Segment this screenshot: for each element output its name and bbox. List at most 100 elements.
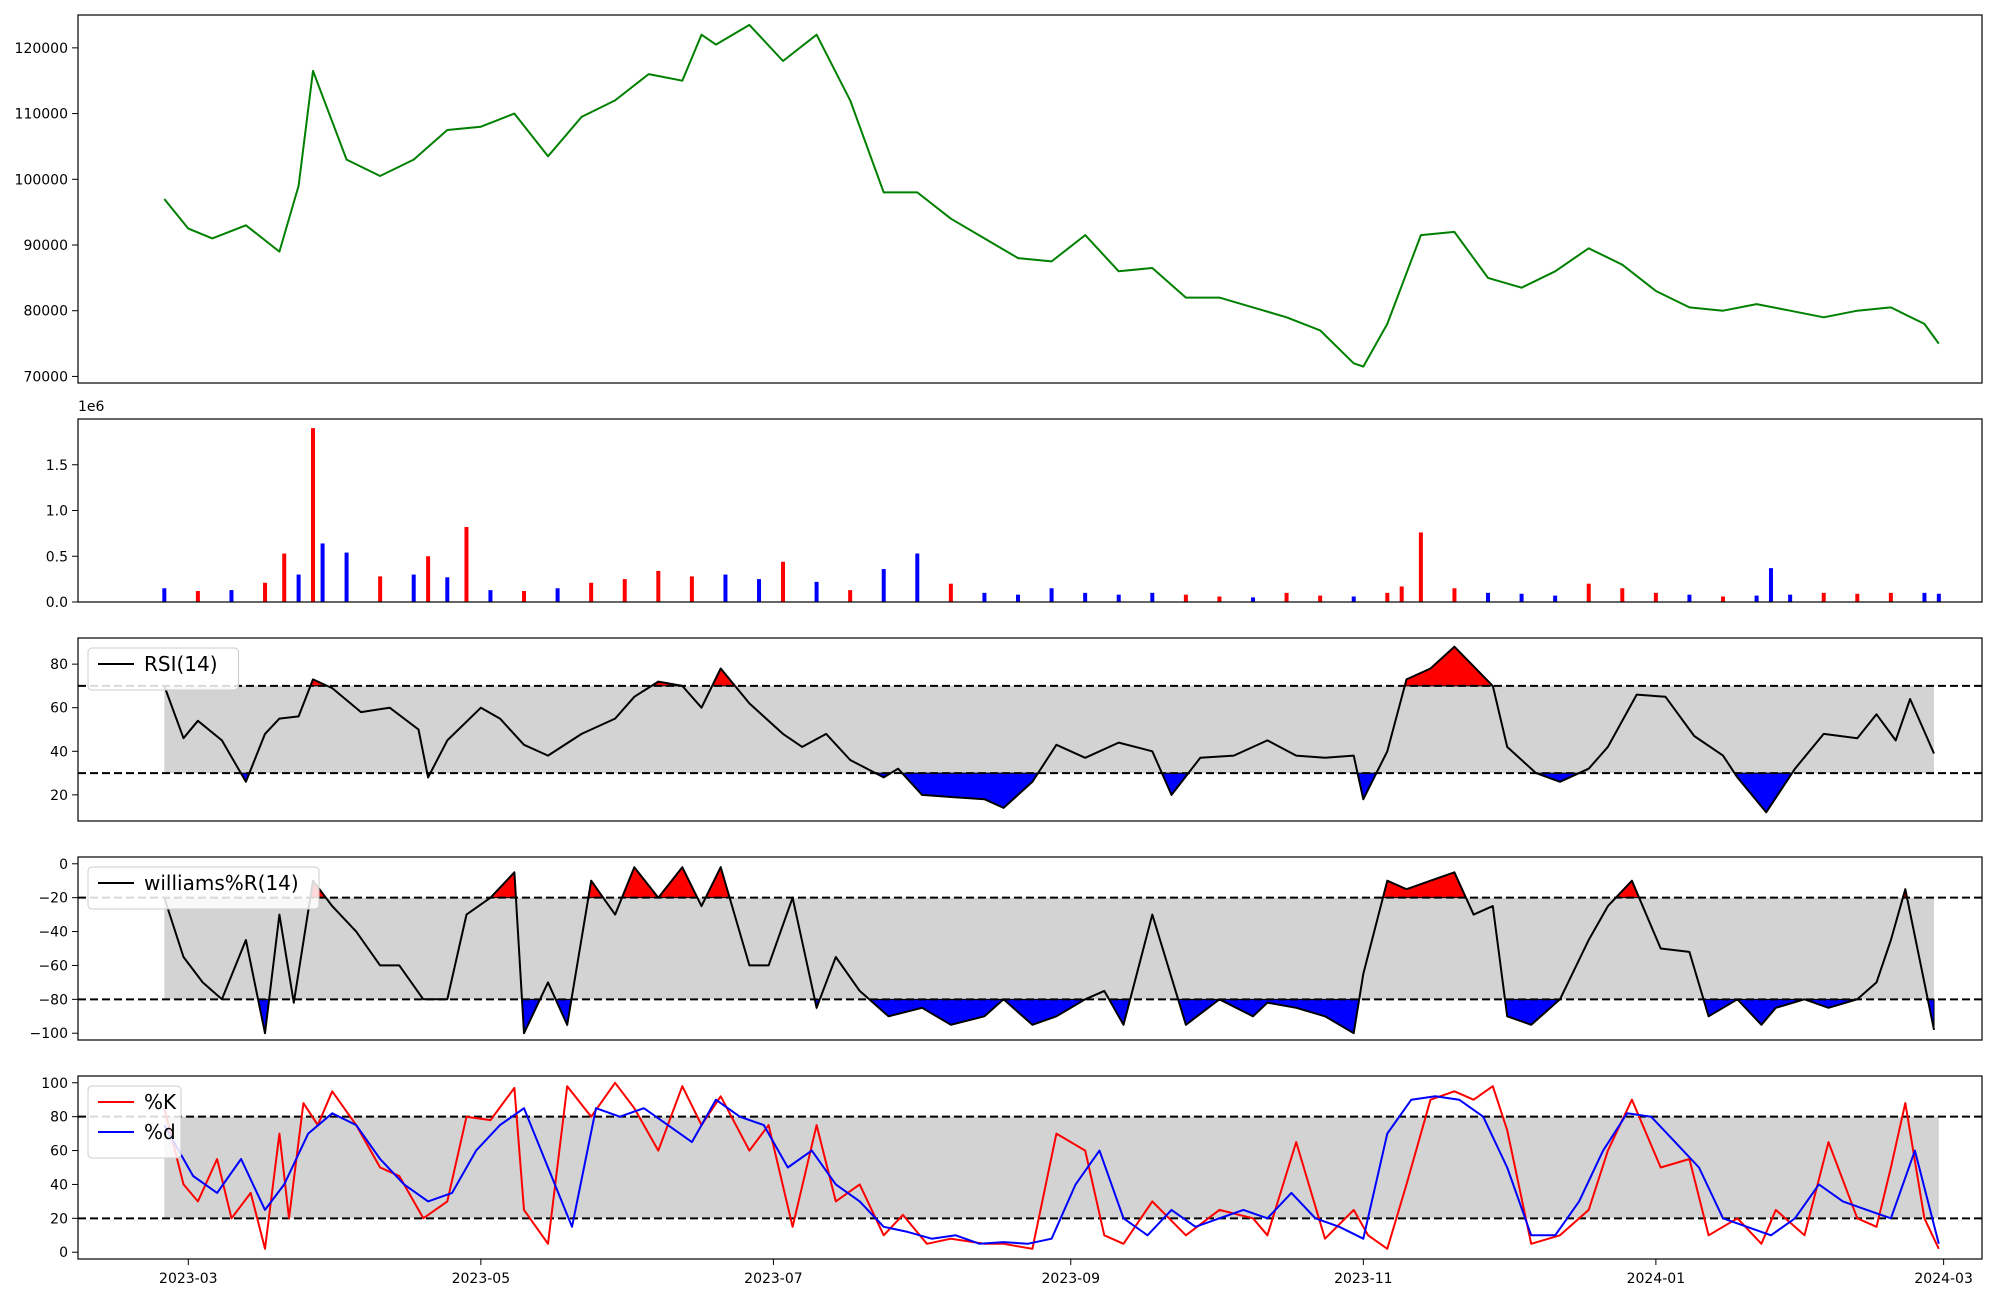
volume-bar bbox=[1855, 593, 1860, 602]
volume-panel: 0.0 0.5 1.0 1.5 1e6 bbox=[46, 399, 1983, 611]
oversold-fill bbox=[1177, 998, 1360, 1035]
series-line-0 bbox=[163, 23, 1940, 368]
volume-bar bbox=[757, 579, 762, 602]
y-tick-label: 0.5 bbox=[46, 549, 68, 565]
series-line-0 bbox=[163, 1081, 1940, 1250]
volume-bar bbox=[948, 583, 953, 602]
x-tick-label: 2023-05 bbox=[452, 1271, 511, 1287]
y-tick-label: 80 bbox=[50, 657, 68, 673]
volume-bar bbox=[464, 526, 469, 602]
volume-bar bbox=[1821, 592, 1826, 602]
y-tick-label: 70000 bbox=[23, 369, 68, 385]
volume-bar bbox=[488, 590, 493, 602]
volume-bar bbox=[1754, 595, 1759, 602]
volume-bar bbox=[1486, 592, 1491, 602]
volume-bar bbox=[1452, 588, 1457, 602]
volume-bar bbox=[1788, 594, 1793, 602]
x-tick-label: 2023-07 bbox=[744, 1271, 803, 1287]
volume-bar bbox=[426, 556, 431, 602]
y-tick-label: 100000 bbox=[15, 172, 68, 188]
volume-bar bbox=[1653, 592, 1658, 602]
volume-bar bbox=[311, 428, 316, 602]
volume-bar bbox=[1016, 594, 1021, 602]
y-tick-label: 60 bbox=[50, 701, 68, 717]
volume-bar bbox=[320, 543, 325, 602]
axes-frame bbox=[77, 418, 1983, 603]
y-tick-label: 80000 bbox=[23, 304, 68, 320]
volume-bar bbox=[1116, 594, 1121, 602]
volume-bar bbox=[195, 591, 200, 602]
legend-label: %d bbox=[144, 1120, 176, 1144]
volume-bar bbox=[1687, 594, 1692, 602]
volume-bar bbox=[1768, 568, 1773, 602]
y-tick-label: −20 bbox=[38, 891, 68, 907]
axes-frame bbox=[77, 1075, 1983, 1260]
x-tick-label: 2024-01 bbox=[1627, 1271, 1686, 1287]
volume-bar bbox=[1620, 588, 1625, 602]
volume-bar bbox=[1888, 592, 1893, 602]
volume-bar bbox=[1251, 597, 1256, 602]
legend-label: %K bbox=[144, 1090, 177, 1114]
volume-bar bbox=[229, 590, 234, 602]
volume-bar bbox=[1150, 592, 1155, 602]
y-tick-label: 0 bbox=[59, 857, 68, 873]
legend-box bbox=[87, 866, 320, 910]
y-tick-label: 20 bbox=[50, 1211, 68, 1227]
x-tick-label: 2023-11 bbox=[1334, 1271, 1393, 1287]
oversold-fill bbox=[900, 772, 1039, 809]
volume-bar bbox=[656, 570, 661, 602]
volume-bar bbox=[1284, 592, 1289, 602]
legend-label: williams%R(14) bbox=[144, 871, 299, 895]
volume-bar bbox=[1936, 593, 1941, 602]
volume-bar bbox=[723, 574, 728, 602]
volume-bar bbox=[282, 553, 287, 602]
x-tick-label: 2023-09 bbox=[1042, 1271, 1101, 1287]
axes-frame bbox=[77, 637, 1983, 822]
volume-bar bbox=[622, 579, 627, 602]
y-tick-label: 1.0 bbox=[46, 504, 68, 520]
y-tick-label: −80 bbox=[38, 992, 68, 1008]
stochastic-panel: 0 20 40 60 80 100 2023-03 2023-05 2023-07 2023-09… bbox=[41, 1075, 1983, 1287]
y-tick-label: 40 bbox=[50, 744, 68, 760]
volume-bar bbox=[1586, 583, 1591, 602]
volume-bar bbox=[344, 552, 349, 602]
legend-box bbox=[87, 1085, 182, 1159]
volume-bar bbox=[589, 582, 594, 602]
neutral-band bbox=[164, 685, 1935, 774]
volume-bar bbox=[1083, 592, 1088, 602]
neutral-band bbox=[164, 1116, 1939, 1219]
volume-bar bbox=[263, 582, 268, 602]
y-tick-label: 40 bbox=[50, 1177, 68, 1193]
volume-bar bbox=[1399, 586, 1404, 602]
volume-bar bbox=[1418, 532, 1423, 602]
volume-bar bbox=[781, 561, 786, 602]
volume-bar bbox=[689, 576, 694, 602]
series-line-0 bbox=[163, 645, 1935, 814]
williams-panel: −100 −80 −60 −40 −20 0 williams%R(14) bbox=[30, 856, 1983, 1042]
legend: williams%R(14) bbox=[87, 866, 320, 910]
y-tick-label: −100 bbox=[30, 1026, 68, 1042]
rsi-panel: 20 40 60 80 RSI(14) bbox=[50, 637, 1983, 822]
volume-bar bbox=[848, 590, 853, 602]
volume-bar bbox=[1385, 592, 1390, 602]
volume-bar bbox=[378, 576, 383, 602]
oversold-fill bbox=[1733, 772, 1794, 814]
volume-bar bbox=[1318, 595, 1323, 602]
volume-bar bbox=[915, 553, 920, 602]
legend: RSI(14) bbox=[87, 647, 239, 691]
volume-bar bbox=[814, 581, 819, 602]
y-tick-label: −60 bbox=[38, 958, 68, 974]
y-offset-label: 1e6 bbox=[78, 399, 105, 415]
legend-box bbox=[87, 647, 239, 691]
y-tick-label: 20 bbox=[50, 788, 68, 804]
volume-bar bbox=[881, 569, 886, 602]
volume-bar bbox=[982, 592, 987, 602]
volume-bar bbox=[296, 574, 301, 602]
y-tick-label: 0 bbox=[59, 1245, 68, 1261]
volume-bar bbox=[1183, 594, 1188, 602]
x-tick-label: 2024-03 bbox=[1914, 1271, 1973, 1287]
volume-bar bbox=[445, 577, 450, 602]
oversold-fill bbox=[1702, 998, 1858, 1026]
y-tick-label: 1.5 bbox=[46, 458, 68, 474]
